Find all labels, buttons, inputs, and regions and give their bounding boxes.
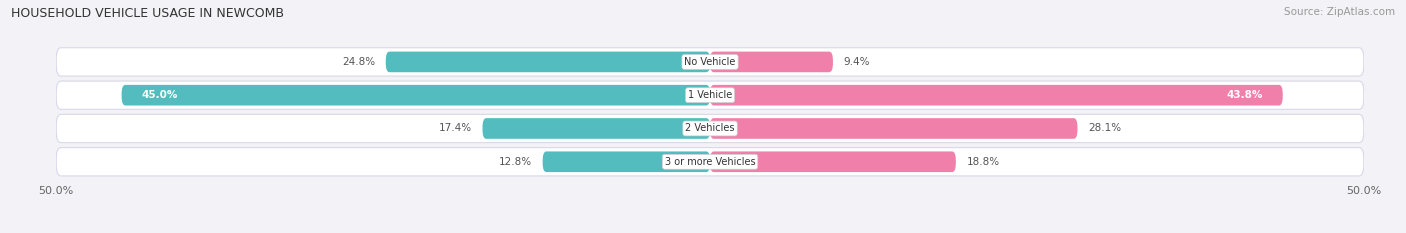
Text: 24.8%: 24.8% <box>342 57 375 67</box>
Text: No Vehicle: No Vehicle <box>685 57 735 67</box>
FancyBboxPatch shape <box>56 48 1364 76</box>
Legend: Owner-occupied, Renter-occupied: Owner-occupied, Renter-occupied <box>592 230 828 233</box>
FancyBboxPatch shape <box>710 85 1282 106</box>
Text: 28.1%: 28.1% <box>1088 123 1121 134</box>
Text: 9.4%: 9.4% <box>844 57 870 67</box>
FancyBboxPatch shape <box>122 85 710 106</box>
FancyBboxPatch shape <box>385 51 710 72</box>
FancyBboxPatch shape <box>710 151 956 172</box>
Text: 18.8%: 18.8% <box>966 157 1000 167</box>
Text: 17.4%: 17.4% <box>439 123 472 134</box>
FancyBboxPatch shape <box>710 51 832 72</box>
FancyBboxPatch shape <box>710 118 1077 139</box>
FancyBboxPatch shape <box>56 81 1364 109</box>
Text: 45.0%: 45.0% <box>141 90 177 100</box>
Text: HOUSEHOLD VEHICLE USAGE IN NEWCOMB: HOUSEHOLD VEHICLE USAGE IN NEWCOMB <box>11 7 284 20</box>
Text: 12.8%: 12.8% <box>499 157 533 167</box>
Text: Source: ZipAtlas.com: Source: ZipAtlas.com <box>1284 7 1395 17</box>
Text: 2 Vehicles: 2 Vehicles <box>685 123 735 134</box>
FancyBboxPatch shape <box>56 114 1364 143</box>
FancyBboxPatch shape <box>482 118 710 139</box>
Text: 43.8%: 43.8% <box>1227 90 1263 100</box>
FancyBboxPatch shape <box>56 148 1364 176</box>
FancyBboxPatch shape <box>543 151 710 172</box>
Text: 3 or more Vehicles: 3 or more Vehicles <box>665 157 755 167</box>
Text: 1 Vehicle: 1 Vehicle <box>688 90 733 100</box>
